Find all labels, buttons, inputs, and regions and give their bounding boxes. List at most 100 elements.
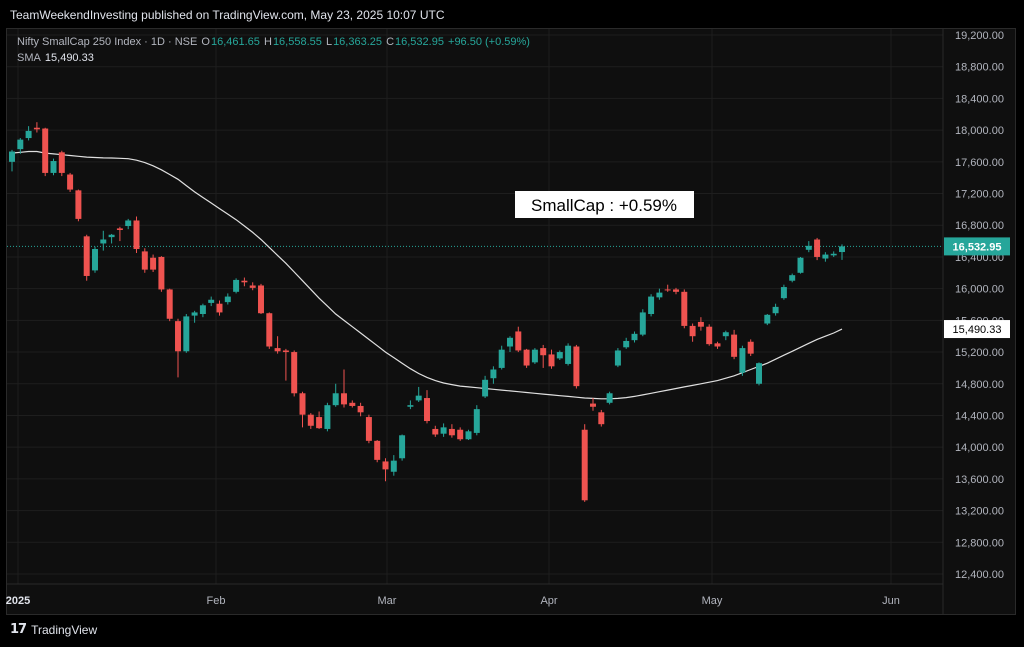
candle — [830, 251, 837, 257]
candle-body — [258, 285, 264, 314]
candle — [764, 314, 771, 326]
candle — [515, 326, 522, 353]
candle-body — [581, 429, 588, 501]
low-value: 16,363.25 — [333, 36, 382, 48]
sma-value: 15,490.33 — [44, 52, 94, 64]
candle — [199, 303, 206, 318]
price-tick-label: 13,600.00 — [955, 474, 1004, 486]
time-tick-label: Feb — [207, 595, 226, 607]
candle-body — [33, 127, 40, 130]
candle — [133, 216, 140, 253]
candle-body — [548, 354, 555, 367]
chart-frame[interactable] — [6, 28, 1016, 615]
candle — [100, 230, 107, 251]
candle-body — [706, 326, 713, 345]
open-value: 16,461.65 — [210, 36, 260, 48]
candle-body — [175, 321, 181, 352]
price-tick-label: 14,800.00 — [955, 379, 1004, 391]
candle — [415, 386, 422, 402]
candle — [548, 349, 555, 369]
candle-body — [382, 461, 389, 470]
close-value: 16,532.95 — [395, 36, 444, 48]
high-value: 16,558.55 — [272, 36, 322, 48]
candle-body — [507, 337, 513, 347]
candle-body — [432, 428, 439, 435]
candle-body — [656, 292, 663, 298]
candle — [531, 348, 538, 364]
candle-body — [249, 285, 256, 288]
price-axis: 19,200.00 18,800.00 18,400.00 18,000.00 17,6… — [955, 30, 1004, 581]
candle — [83, 234, 90, 281]
candle-body — [681, 291, 688, 326]
candle-body — [565, 345, 572, 364]
candle — [556, 350, 563, 360]
candle — [664, 284, 671, 292]
candle-body — [465, 431, 472, 440]
candle — [42, 127, 49, 177]
last-price-label-bg — [944, 237, 1010, 256]
candle-body — [515, 331, 522, 351]
candle-body — [133, 220, 140, 250]
candle — [332, 383, 339, 407]
candle-body — [623, 340, 630, 348]
candle-body — [199, 305, 206, 315]
candle-body — [631, 333, 638, 341]
candle-body — [208, 299, 215, 303]
tradingview-logo[interactable]: 17 TradingView — [10, 622, 97, 637]
candle — [590, 398, 596, 411]
candle-body — [299, 393, 306, 415]
candle-body — [341, 393, 347, 405]
annotation-box[interactable]: SmallCap : +0.59% — [515, 191, 694, 218]
candle-body — [814, 239, 821, 257]
sma-label: SMA — [17, 52, 41, 64]
candle — [523, 348, 530, 368]
time-tick-label: Mar — [378, 595, 397, 607]
footer: 17 TradingView — [0, 615, 1024, 647]
candle-body — [50, 161, 57, 173]
candle — [507, 336, 513, 353]
candle — [341, 369, 347, 408]
candle — [108, 233, 115, 244]
candle — [50, 158, 57, 176]
candle-body — [349, 402, 356, 406]
candle-body — [274, 348, 281, 352]
candle — [540, 344, 547, 368]
candle — [448, 424, 455, 438]
candle-body — [523, 349, 530, 366]
candle-body — [747, 341, 754, 354]
candle — [233, 278, 240, 294]
candle — [805, 241, 812, 253]
candle-body — [839, 246, 845, 253]
candle — [606, 391, 613, 405]
annotation-text: SmallCap : +0.59% — [531, 196, 677, 215]
price-tick-label: 19,200.00 — [955, 30, 1004, 42]
candle-body — [764, 314, 771, 324]
candle — [390, 455, 397, 476]
symbol-legend[interactable]: Nifty SmallCap 250 Index · 1D · NSE O16,… — [17, 34, 531, 66]
candle — [208, 296, 215, 307]
candle-body — [92, 249, 98, 271]
candle — [291, 350, 298, 397]
candle-body — [307, 414, 314, 426]
candle — [681, 289, 688, 329]
candle-body — [780, 287, 787, 299]
ohlc-legend-row: Nifty SmallCap 250 Index · 1D · NSE O16,… — [17, 34, 531, 50]
candle-body — [756, 363, 762, 384]
candle-body — [116, 228, 123, 230]
candle-body — [25, 130, 32, 139]
candle — [324, 402, 331, 432]
candle — [432, 425, 439, 437]
candle-body — [573, 346, 580, 387]
price-tick-label: 16,800.00 — [955, 220, 1004, 232]
candle-body — [316, 417, 323, 429]
candle — [780, 284, 787, 300]
candle-body — [648, 296, 655, 315]
symbol-name: Nifty SmallCap 250 Index · 1D · NSE — [17, 36, 198, 48]
candle — [614, 348, 621, 368]
candle — [440, 423, 447, 437]
candle-body — [332, 393, 339, 406]
candle — [565, 343, 572, 366]
candle — [307, 413, 314, 429]
sma-line-layer — [11, 150, 843, 400]
